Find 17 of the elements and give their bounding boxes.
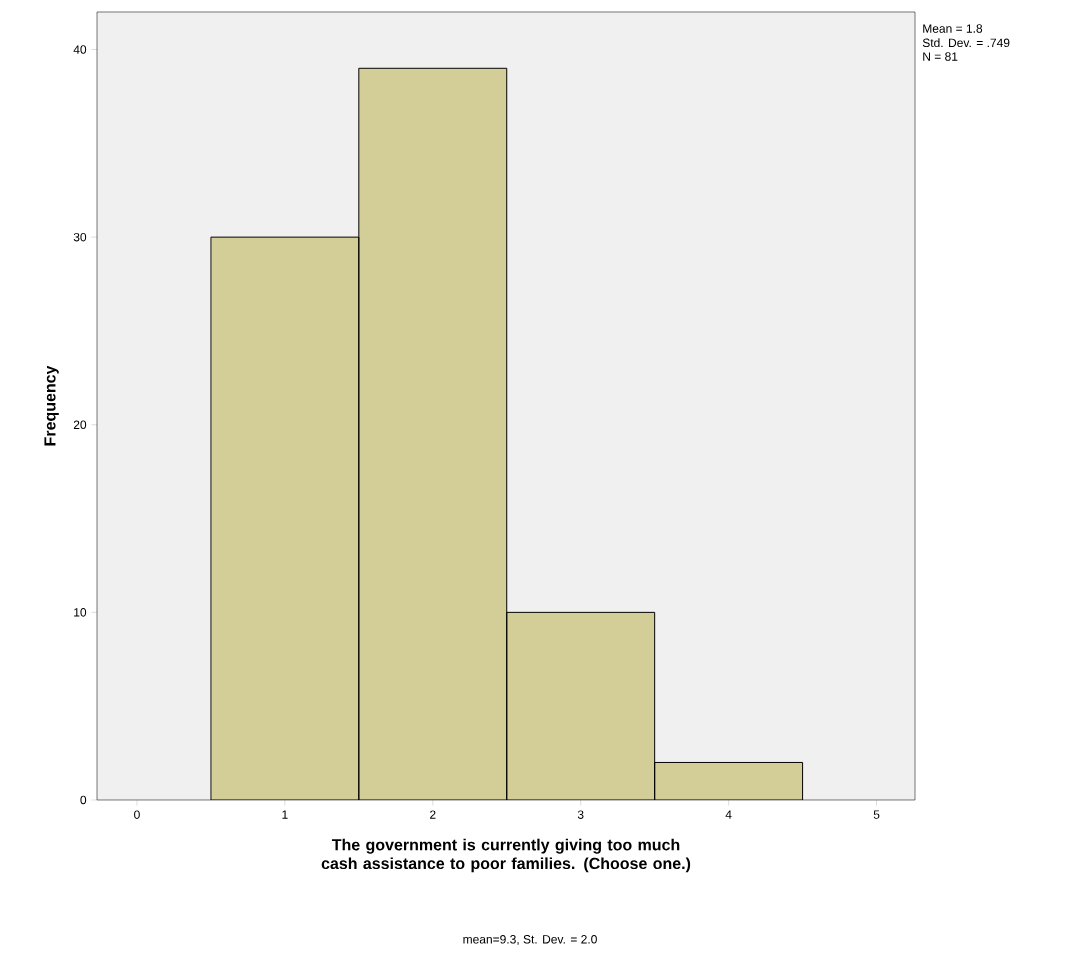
x-tick-label: 1: [282, 810, 288, 819]
text: mean=9.3, St. Dev. = 2.0: [463, 935, 597, 945]
x-tick-label: 0: [134, 810, 140, 819]
y-tick-label: 10: [74, 608, 87, 617]
y-axis-title: Frequency: [44, 365, 59, 446]
y-tick-label: 30: [73, 232, 87, 242]
y-tick-label: 0: [80, 795, 87, 805]
text: Std. Dev. = .749: [922, 38, 1010, 48]
y-tick-label: 40: [73, 45, 87, 54]
x-tick-label: 5: [873, 810, 880, 819]
y-tick-label: 20: [73, 420, 87, 430]
x-tick-label: 3: [577, 810, 584, 819]
x-axis-title: The government is currently giving too much cash assistance to poor families. (Choose one.): [321, 838, 691, 873]
x-tick-label: 2: [430, 810, 436, 819]
text: N = 81: [923, 52, 958, 61]
text: Mean = 1.8: [923, 24, 983, 33]
x-tick-label: 4: [725, 810, 732, 819]
